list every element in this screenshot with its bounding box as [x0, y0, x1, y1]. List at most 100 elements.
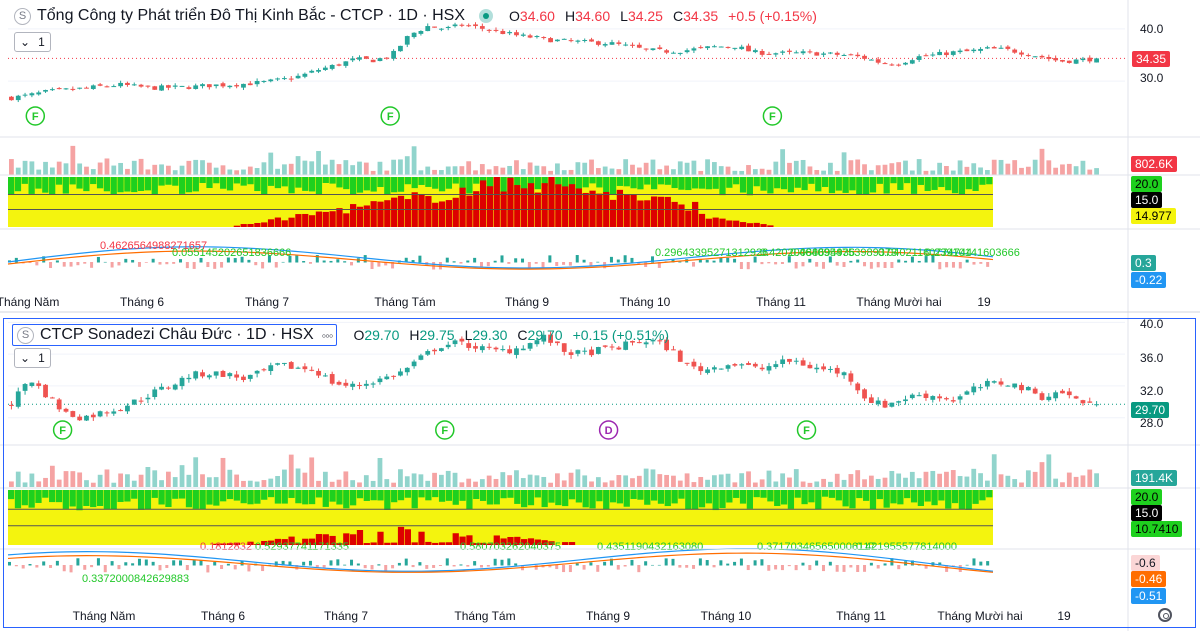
candle-body: [705, 369, 710, 373]
symbol-title-box[interactable]: S CTCP Sonadezi Châu Đức · 1D · HSX ◦◦◦: [12, 324, 338, 346]
indicator-red-bar: [445, 542, 453, 545]
indicator-green-bar: [733, 490, 740, 498]
volume-bar: [671, 475, 676, 487]
indicator-green-bar: [712, 490, 719, 511]
candle-body: [630, 44, 635, 46]
interval-selector[interactable]: ⌄ 1: [14, 348, 51, 368]
macd-histogram-bar: [213, 562, 217, 566]
candle-body: [1019, 384, 1024, 391]
macd-annotation: 0.42020088694936: [760, 247, 855, 259]
macd-histogram-bar: [274, 262, 278, 268]
indicator-green-bar: [267, 490, 275, 498]
indicator-red-bar: [370, 201, 377, 227]
volume-bar: [998, 474, 1004, 487]
macd-histogram-bar: [110, 262, 114, 268]
candle-body: [343, 382, 349, 386]
live-status-icon[interactable]: [479, 9, 494, 23]
macd-histogram-bar: [869, 262, 873, 269]
macd-histogram-bar: [28, 564, 32, 566]
candle-body: [780, 359, 786, 365]
symbol-logo-icon[interactable]: S: [14, 7, 31, 25]
price-tick: 30.0: [1140, 71, 1164, 85]
indicator-green-bar: [473, 177, 480, 184]
candle-body: [104, 412, 110, 414]
macd-histogram-bar: [76, 262, 80, 266]
event-marker: [380, 106, 400, 126]
indicator-green-bar: [712, 177, 719, 189]
symbol-title[interactable]: Tổng Công ty Phát triển Đô Thị Kinh Bắc …: [37, 7, 466, 24]
candle-body: [282, 78, 287, 80]
macd-histogram-bar: [281, 261, 285, 263]
x-tick: Tháng Mười hai: [937, 609, 1023, 623]
indicator-green-bar: [500, 177, 507, 194]
volume-bar: [193, 159, 199, 175]
indicator-green-bar: [343, 177, 350, 190]
event-marker: [598, 420, 619, 440]
candle-body: [391, 50, 397, 59]
candle-body: [568, 352, 574, 355]
candle-body: [950, 51, 956, 55]
macd-histogram-bar: [90, 565, 94, 568]
volume-bar: [159, 164, 164, 175]
volume-bar: [561, 170, 567, 175]
indicator-upper-tag: 20.0: [1131, 176, 1163, 192]
macd-histogram-bar: [671, 558, 675, 566]
candle-body: [561, 343, 567, 352]
indicator-green-bar: [308, 177, 316, 192]
indicator-green-bar: [363, 177, 370, 191]
more-options-icon[interactable]: ◦◦◦: [321, 327, 334, 343]
macd-histogram-bar: [685, 565, 689, 568]
indicator-green-bar: [479, 177, 487, 184]
indicator-red-bar: [295, 543, 302, 545]
indicator-green-bar: [801, 177, 808, 191]
candle-body: [916, 395, 922, 397]
candle-body: [868, 59, 874, 61]
indicator-green-bar: [329, 490, 336, 502]
indicator-green-bar: [49, 490, 56, 503]
volume-bar: [206, 477, 212, 487]
x-tick: Tháng 9: [504, 295, 550, 309]
volume-bar: [322, 164, 328, 175]
indicator-green-bar: [62, 490, 69, 509]
macd-histogram-bar: [281, 560, 285, 566]
candle-body: [698, 366, 704, 372]
volume-bar: [261, 162, 267, 175]
indicator-red-bar: [541, 540, 548, 545]
macd-hist-tag: -0.6: [1131, 555, 1160, 571]
macd-histogram-bar: [55, 560, 59, 566]
macd-histogram-bar: [356, 563, 360, 566]
volume-bar: [70, 145, 76, 175]
candle-body: [691, 48, 697, 51]
settings-icon[interactable]: [1158, 608, 1172, 622]
candle-body: [671, 52, 676, 54]
candle-body: [882, 63, 888, 65]
indicator-green-bar: [692, 490, 699, 510]
volume-bar: [268, 152, 274, 175]
candle-body: [937, 396, 943, 399]
indicator-green-bar: [719, 490, 726, 508]
indicator-green-bar: [582, 177, 589, 188]
candle-body: [773, 53, 779, 55]
macd-histogram-bar: [910, 256, 914, 263]
x-tick: Tháng 11: [836, 609, 886, 623]
interval-selector[interactable]: ⌄ 1: [14, 32, 51, 52]
candle-body: [302, 366, 308, 370]
volume-bar: [1094, 168, 1099, 175]
volume-bar: [828, 481, 833, 487]
indicator-red-bar: [562, 542, 569, 545]
indicator-green-bar: [808, 177, 815, 184]
candle-body: [1005, 385, 1011, 387]
symbol-logo-icon: S: [17, 326, 34, 344]
macd-histogram-bar: [315, 565, 319, 568]
indicator-green-bar: [644, 490, 651, 505]
candle-body: [991, 381, 997, 383]
macd-annotation: 0.3372000842629883: [82, 573, 189, 585]
indicator-green-bar: [315, 490, 323, 498]
indicator-green-bar: [856, 490, 863, 499]
volume-bar: [404, 156, 410, 175]
volume-bar: [964, 476, 970, 487]
candle-body: [1066, 60, 1072, 63]
candle-body: [418, 30, 424, 34]
candle-body: [56, 399, 62, 410]
